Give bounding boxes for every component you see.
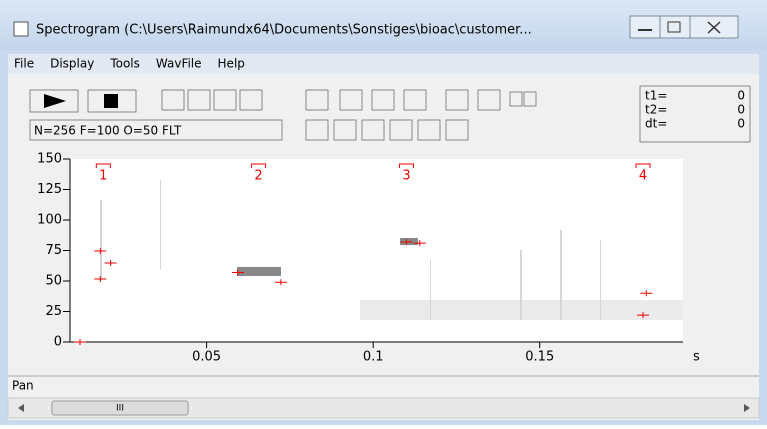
status-text: Pan bbox=[12, 379, 34, 393]
tool-button[interactable] bbox=[362, 120, 384, 140]
menu-item[interactable]: Display bbox=[50, 57, 94, 71]
marker-label: 3 bbox=[402, 169, 410, 184]
y-tick-label: 0 bbox=[54, 335, 62, 350]
readout-value: 0 bbox=[737, 89, 745, 103]
readout-label: dt= bbox=[645, 117, 667, 131]
settings-label: N=256 F=100 O=50 FLT bbox=[34, 124, 182, 138]
y-tick-label: 25 bbox=[45, 304, 62, 319]
call-blob bbox=[237, 267, 281, 276]
tool-button[interactable] bbox=[214, 90, 236, 110]
menu-item[interactable]: File bbox=[14, 57, 34, 71]
tool-button[interactable] bbox=[478, 90, 500, 110]
toolbar-row-1 bbox=[162, 90, 536, 110]
maximize-button[interactable] bbox=[660, 16, 690, 38]
x-tick-label: 0.05 bbox=[192, 350, 221, 365]
readout-label: t2= bbox=[645, 103, 667, 117]
stop-icon bbox=[104, 94, 118, 108]
x-unit: s bbox=[693, 350, 700, 365]
marker-label: 4 bbox=[639, 169, 647, 184]
y-tick-label: 50 bbox=[45, 274, 62, 289]
scroll-thumb-grip: III bbox=[116, 404, 124, 414]
y-tick-label: 150 bbox=[37, 152, 62, 167]
readout-value: 0 bbox=[737, 117, 745, 131]
tool-button[interactable] bbox=[446, 90, 468, 110]
x-tick-label: 0.15 bbox=[525, 350, 554, 365]
window-title: Spectrogram (C:\Users\Raimundx64\Documen… bbox=[36, 23, 532, 38]
marker-label: 2 bbox=[254, 169, 262, 184]
tool-button[interactable] bbox=[306, 120, 328, 140]
marker-label: 1 bbox=[99, 169, 107, 184]
readout-value: 0 bbox=[737, 103, 745, 117]
tool-button[interactable] bbox=[334, 120, 356, 140]
x-tick-label: 0.1 bbox=[363, 350, 384, 365]
tool-button[interactable] bbox=[524, 92, 536, 106]
tool-button[interactable] bbox=[418, 120, 440, 140]
readout-label: t1= bbox=[645, 89, 667, 103]
y-tick-label: 75 bbox=[45, 243, 62, 258]
menu-item[interactable]: Help bbox=[218, 57, 245, 71]
tool-button[interactable] bbox=[372, 90, 394, 110]
tool-button[interactable] bbox=[390, 120, 412, 140]
menu-item[interactable]: Tools bbox=[109, 57, 140, 71]
tool-button[interactable] bbox=[188, 90, 210, 110]
tool-button[interactable] bbox=[404, 90, 426, 110]
app-icon bbox=[14, 22, 28, 36]
tool-button[interactable] bbox=[162, 90, 184, 110]
y-tick-label: 125 bbox=[37, 182, 62, 197]
menu-item[interactable]: WavFile bbox=[156, 57, 202, 71]
tool-button[interactable] bbox=[240, 90, 262, 110]
app-window: Spectrogram (C:\Users\Raimundx64\Documen… bbox=[0, 0, 767, 425]
tool-button[interactable] bbox=[510, 92, 522, 106]
tool-button[interactable] bbox=[446, 120, 468, 140]
tool-button[interactable] bbox=[340, 90, 362, 110]
minimize-button[interactable] bbox=[630, 16, 660, 38]
tool-button[interactable] bbox=[306, 90, 328, 110]
y-tick-label: 100 bbox=[37, 213, 62, 228]
